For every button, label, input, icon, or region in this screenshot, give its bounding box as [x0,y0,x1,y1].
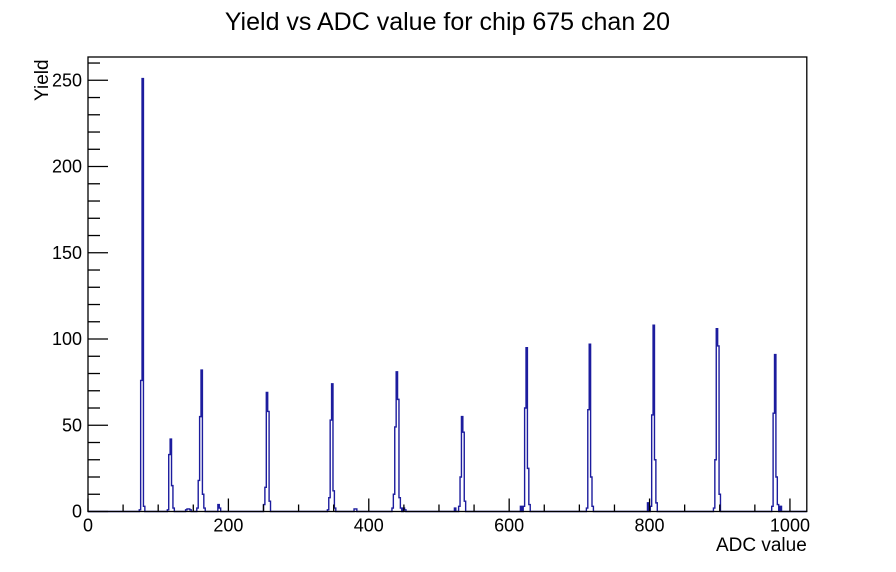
plot-frame [87,56,808,513]
y-tick-label: 250 [52,70,82,90]
y-tick-label: 0 [72,502,82,522]
x-tick-label: 800 [635,516,665,536]
y-tick-label: 100 [52,329,82,349]
histogram-line [88,77,807,513]
x-tick-label: 200 [213,516,243,536]
x-tick-label: 1000 [770,516,810,536]
chart-title: Yield vs ADC value for chip 675 chan 20 [225,8,670,36]
x-tick-label: 600 [494,516,524,536]
y-tick-label: 150 [52,243,82,263]
y-axis-title: Yield [32,59,53,101]
y-tick-label: 50 [62,415,82,435]
x-tick-label: 0 [83,516,93,536]
x-axis-title: ADC value [716,535,807,556]
y-tick-label: 200 [52,157,82,177]
x-tick-label: 400 [354,516,384,536]
